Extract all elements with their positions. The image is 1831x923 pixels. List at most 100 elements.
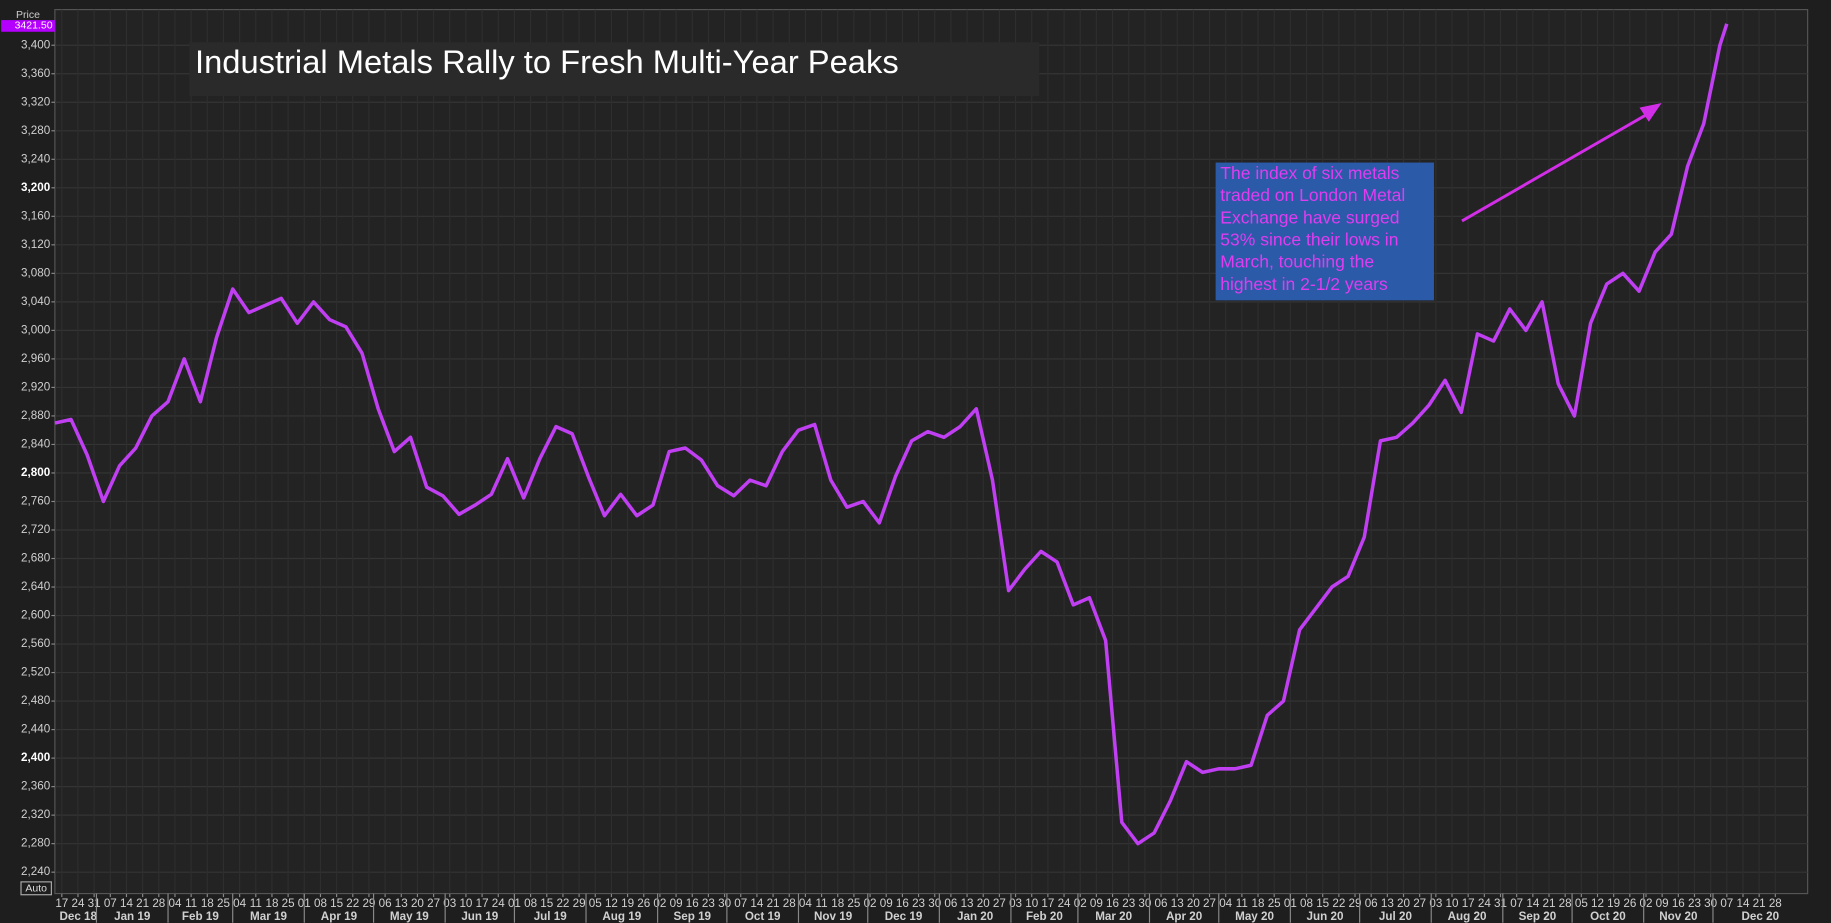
y-tick-label: 3,280 <box>21 124 51 137</box>
x-month-label: Jul 19 <box>534 910 568 923</box>
x-tick-label: 20 <box>977 897 990 910</box>
x-month-label: Sep 19 <box>673 910 711 923</box>
arrow-shaft <box>1461 113 1648 223</box>
x-month-label: Oct 19 <box>745 910 781 923</box>
x-tick-label: 23 <box>912 897 925 910</box>
auto-button[interactable] <box>20 881 52 896</box>
x-month-label: Dec 19 <box>885 910 923 923</box>
x-month-label: Aug 20 <box>1448 910 1487 923</box>
x-tick-label: 25 <box>217 897 230 910</box>
x-month-label: Dec 20 <box>1742 910 1780 923</box>
x-tick-label: 14 <box>750 897 763 910</box>
x-tick-label: 06 <box>1365 897 1378 910</box>
annotation-text: The index of six metals traded on London… <box>1220 163 1406 295</box>
x-tick-label: 13 <box>395 897 408 910</box>
x-tick-label: 21 <box>136 897 149 910</box>
x-month-label: Apr 20 <box>1166 910 1202 923</box>
y-tick-label: 2,800 <box>21 466 50 479</box>
x-tick-label: 04 <box>1219 897 1232 910</box>
x-tick-label: 27 <box>1413 897 1426 910</box>
x-tick-label: 27 <box>993 897 1006 910</box>
x-month-label: Dec 18 <box>59 910 97 923</box>
x-tick-label: 20 <box>1397 897 1410 910</box>
x-tick-label: 26 <box>637 897 650 910</box>
x-tick-label: 15 <box>540 897 553 910</box>
x-tick-label: 18 <box>265 897 278 910</box>
x-tick-label: 12 <box>1591 897 1604 910</box>
x-tick-label: 14 <box>1526 897 1539 910</box>
x-tick-label: 04 <box>233 897 246 910</box>
x-month-label: Aug 19 <box>602 910 641 923</box>
x-tick-label: 11 <box>1236 897 1248 910</box>
x-month-label: Jan 19 <box>114 910 151 923</box>
x-tick-label: 09 <box>880 897 893 910</box>
x-tick-label: 20 <box>411 897 424 910</box>
plot-area <box>54 9 1809 895</box>
y-tick-label: 3,240 <box>21 152 51 165</box>
x-tick-label: 27 <box>427 897 440 910</box>
y-tick-label: 3,400 <box>21 38 51 51</box>
y-tick-label: 2,600 <box>21 609 51 622</box>
y-tick-label: 2,280 <box>21 837 51 850</box>
x-tick-label: 11 <box>250 897 262 910</box>
y-tick-label: 3,200 <box>21 181 50 194</box>
x-month-label: Jan 20 <box>957 910 993 923</box>
auto-label[interactable]: Auto <box>25 883 47 895</box>
x-tick-label: 24 <box>1478 897 1491 910</box>
y-tick-label: 2,880 <box>21 409 51 422</box>
x-tick-label: 28 <box>1559 897 1572 910</box>
x-tick-label: 28 <box>1769 897 1782 910</box>
chart-title: Industrial Metals Rally to Fresh Multi-Y… <box>195 43 899 80</box>
x-tick-label: 17 <box>476 897 489 910</box>
x-tick-label: 19 <box>1607 897 1620 910</box>
x-tick-label: 04 <box>168 897 181 910</box>
x-tick-label: 16 <box>1106 897 1119 910</box>
x-tick-label: 31 <box>88 897 101 910</box>
x-tick-label: 13 <box>1171 897 1184 910</box>
y-tick-label: 2,480 <box>21 694 51 707</box>
x-month-label: Jul 20 <box>1379 910 1412 923</box>
y-tick-label: 2,920 <box>21 380 51 393</box>
x-tick-label: 07 <box>1510 897 1523 910</box>
y-tick-label: 2,440 <box>21 723 51 736</box>
x-tick-label: 23 <box>702 897 715 910</box>
x-month-label: Nov 19 <box>814 910 853 923</box>
x-tick-label: 24 <box>71 897 84 910</box>
x-tick-label: 14 <box>120 897 133 910</box>
x-tick-label: 30 <box>718 897 731 910</box>
x-tick-label: 24 <box>1058 897 1071 910</box>
x-tick-label: 15 <box>1316 897 1329 910</box>
x-tick-label: 05 <box>589 897 602 910</box>
y-tick-label: 2,520 <box>21 666 51 679</box>
x-tick-label: 13 <box>961 897 974 910</box>
x-tick-label: 10 <box>1446 897 1459 910</box>
x-tick-label: 19 <box>621 897 634 910</box>
x-month-label: Mar 19 <box>250 910 287 923</box>
y-tick-label: 2,720 <box>21 523 51 536</box>
y-tick-label: 2,240 <box>21 865 51 878</box>
x-tick-label: 23 <box>1688 897 1701 910</box>
x-tick-label: 09 <box>670 897 683 910</box>
x-tick-label: 22 <box>346 897 359 910</box>
x-month-label: Nov 20 <box>1659 910 1697 923</box>
x-tick-label: 09 <box>1090 897 1103 910</box>
x-tick-label: 03 <box>1429 897 1442 910</box>
x-tick-label: 11 <box>185 897 197 910</box>
x-tick-label: 29 <box>1349 897 1362 910</box>
x-tick-label: 07 <box>104 897 117 910</box>
last-price-box <box>1 20 55 32</box>
x-tick-label: 29 <box>362 897 375 910</box>
x-tick-label: 08 <box>1300 897 1313 910</box>
price-line <box>54 23 1729 846</box>
y-tick-label: 3,360 <box>21 67 51 80</box>
x-tick-label: 10 <box>459 897 472 910</box>
x-tick-label: 23 <box>1122 897 1135 910</box>
x-tick-label: 21 <box>1543 897 1556 910</box>
last-price-label: 3421.50 <box>15 20 53 32</box>
x-tick-label: 25 <box>1268 897 1281 910</box>
y-tick-label: 2,560 <box>21 637 51 650</box>
y-tick-label: 3,320 <box>21 95 51 108</box>
y-tick-label: 3,120 <box>21 238 51 251</box>
